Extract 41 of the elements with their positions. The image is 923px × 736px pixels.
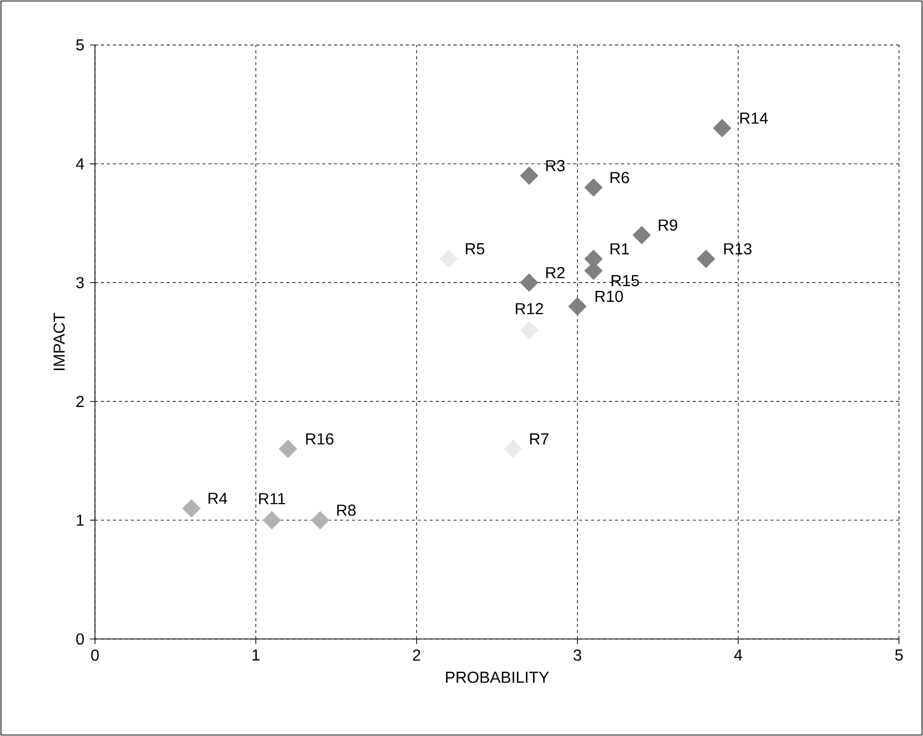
annotation: R9	[658, 219, 678, 231]
annotation: R4	[208, 492, 228, 504]
y-tick-label: 5	[76, 39, 84, 51]
point	[278, 440, 298, 458]
annotation: R1	[610, 243, 629, 254]
point	[520, 273, 538, 292]
y-tick-label: 0	[76, 633, 84, 645]
point	[520, 166, 538, 185]
y-tick-label: 1	[76, 514, 84, 526]
annotation: R5	[466, 243, 484, 254]
x-tick-label: 4	[734, 650, 742, 660]
point	[310, 511, 330, 530]
annotation: R3	[546, 160, 565, 172]
y-tick-label: 3	[76, 276, 84, 288]
point	[568, 297, 587, 316]
x-tick-label: 1	[252, 650, 260, 660]
x-axis-title: PROBABILITY	[446, 672, 549, 683]
annotation: R14	[740, 112, 768, 124]
annotation: R2	[546, 267, 565, 278]
annotation: R10	[596, 290, 623, 302]
y-tick-label: 2	[76, 396, 84, 407]
annotation: R16	[306, 433, 334, 445]
annotation: R15	[612, 275, 639, 286]
x-tick-label: 3	[574, 650, 582, 661]
point	[262, 511, 282, 530]
y-axis-title: IMPACT	[54, 312, 65, 370]
annotation: R11	[259, 493, 286, 504]
point	[712, 118, 732, 138]
annotation: R13	[724, 243, 752, 254]
point	[696, 250, 716, 268]
x-tick-label: 2	[412, 650, 420, 661]
point	[584, 178, 603, 197]
annotation: R12	[516, 303, 543, 314]
annotation: R6	[610, 172, 629, 184]
x-tick-label: 5	[895, 650, 903, 661]
x-tick-label: 0	[91, 650, 99, 661]
annotation: R7	[530, 433, 548, 444]
annotation: R8	[337, 504, 356, 516]
point	[632, 226, 651, 244]
y-tick-label: 4	[76, 158, 84, 170]
point	[182, 499, 201, 518]
